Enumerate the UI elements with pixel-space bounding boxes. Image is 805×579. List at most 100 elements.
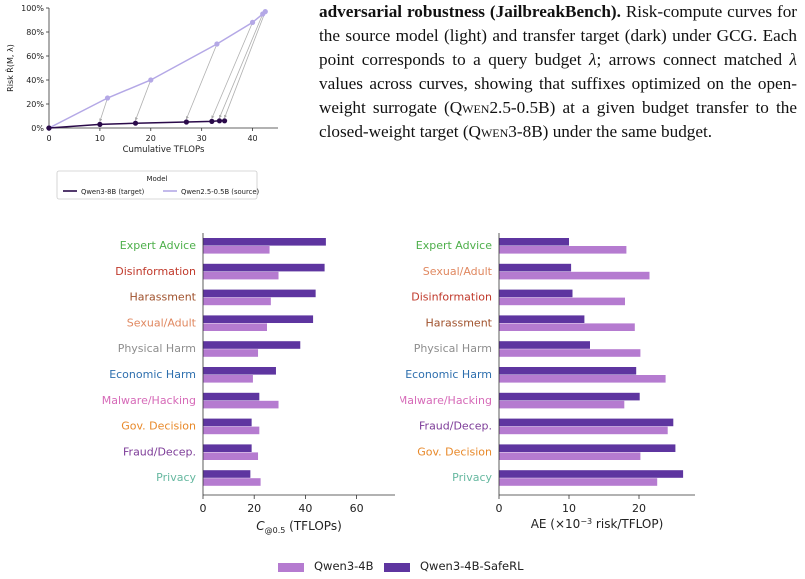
bar-qwen3-4b-sexual-adult <box>499 271 650 280</box>
y-tick-label: 20% <box>26 100 44 109</box>
x-tick-label: 10 <box>95 134 105 143</box>
bar-qwen3-4b-saferl-fraud-decep- <box>499 418 674 427</box>
category-label-harassment: Harassment <box>129 291 196 304</box>
bar-qwen3-4b-disinformation <box>203 271 279 280</box>
y-tick-label: 0% <box>31 124 44 133</box>
bar-qwen3-4b-expert-advice <box>499 246 627 254</box>
point-qwen3-8b-target- <box>183 119 189 125</box>
bar-qwen3-4b-economic-harm <box>499 375 666 383</box>
x-tick-label: 0 <box>46 134 51 143</box>
transfer-arrow <box>134 79 152 121</box>
bar-qwen3-4b-malware-hacking <box>203 400 279 409</box>
category-label-malware-hacking: Malware/Hacking <box>400 394 492 407</box>
legend-label-qwen3-4b: Qwen3-4B <box>314 559 374 573</box>
legend-label-qwen2-5-0-5b-source-: Qwen2.5-0.5B (source) <box>181 188 260 196</box>
x-tick-label: 20 <box>247 502 261 515</box>
y-tick-label: 80% <box>26 28 44 37</box>
bar-qwen3-4b-harassment <box>203 297 271 306</box>
bar-qwen3-4b-saferl-sexual-adult <box>499 263 572 272</box>
category-label-privacy: Privacy <box>156 471 196 484</box>
bar-qwen3-4b-saferl-physical-harm <box>203 341 301 349</box>
bar-qwen3-4b-saferl-disinformation <box>499 289 573 298</box>
x-tick-label: 20 <box>632 502 646 515</box>
category-label-sexual-adult: Sexual/Adult <box>423 265 493 278</box>
category-label-economic-harm: Economic Harm <box>109 368 196 381</box>
bar-qwen3-4b-saferl-gov-decision <box>203 418 252 427</box>
bar-qwen3-4b-physical-harm <box>203 349 259 357</box>
target-model-name: Qwen3-8B <box>468 122 543 141</box>
transfer-arrow <box>211 22 253 119</box>
y-axis-label: Risk R̂(M, λ) <box>5 44 15 92</box>
x-tick-label: 20 <box>146 134 156 143</box>
bar-qwen3-4b-physical-harm <box>499 349 641 357</box>
x-tick-label: 0 <box>200 502 207 515</box>
point-qwen2-5-0-5b-source- <box>148 77 154 83</box>
category-label-disinformation: Disinformation <box>115 265 196 278</box>
category-label-gov-decision: Gov. Decision <box>417 445 492 458</box>
point-qwen2-5-0-5b-source- <box>249 19 256 25</box>
category-label-sexual-adult: Sexual/Adult <box>127 316 197 329</box>
bar-qwen3-4b-harassment <box>499 323 635 331</box>
bar-qwen3-4b-saferl-expert-advice <box>203 238 326 246</box>
bar-qwen3-4b-saferl-privacy <box>499 470 684 478</box>
point-qwen3-8b-target- <box>221 118 228 124</box>
bar-qwen3-4b-gov-decision <box>499 452 641 460</box>
y-tick-label: 40% <box>26 76 44 85</box>
point-qwen3-8b-target- <box>132 120 139 126</box>
bar-qwen3-4b-sexual-adult <box>203 323 267 331</box>
category-label-expert-advice: Expert Advice <box>120 239 196 252</box>
y-tick-label: 60% <box>26 52 44 61</box>
point-qwen2-5-0-5b-source- <box>104 95 111 101</box>
category-label-economic-harm: Economic Harm <box>405 368 492 381</box>
legend-swatch-qwen3-4b <box>278 563 304 572</box>
x-tick-label: 10 <box>562 502 576 515</box>
c05-bar-chart: Expert Advice Disinformation Harassment Sex… <box>102 233 395 535</box>
x-axis-label: C@0.5 (TFLOPs) <box>256 519 342 535</box>
bar-qwen3-4b-saferl-harassment <box>203 289 316 298</box>
legend-label-qwen3-8b-target-: Qwen3-8B (target) <box>81 188 145 196</box>
point-qwen2-5-0-5b-source- <box>262 9 268 15</box>
x-tick-label: 60 <box>350 502 364 515</box>
ae-bar-chart: Expert Advice Sexual/Adult Disinformation H… <box>400 233 695 531</box>
point-qwen3-8b-target- <box>97 121 103 127</box>
bar-qwen3-4b-privacy <box>203 478 261 486</box>
point-qwen3-8b-target- <box>209 118 215 124</box>
legend-swatch-saferl <box>384 563 410 572</box>
category-label-malware-hacking: Malware/Hacking <box>102 394 196 407</box>
category-label-disinformation: Disinformation <box>411 291 492 304</box>
x-tick-label: 40 <box>247 134 257 143</box>
bar-qwen3-4b-privacy <box>499 478 658 486</box>
bar-qwen3-4b-saferl-harassment <box>499 315 585 323</box>
source-model-name: Qwen2.5-0.5B <box>449 98 550 117</box>
bar-qwen3-4b-malware-hacking <box>499 400 625 409</box>
bar-qwen3-4b-economic-harm <box>203 375 253 383</box>
point-qwen2-5-0-5b-source- <box>214 41 220 47</box>
transfer-arrow <box>185 43 218 120</box>
bar-qwen3-4b-saferl-malware-hacking <box>203 392 260 401</box>
bar-qwen3-4b-expert-advice <box>203 246 270 254</box>
figure-caption: adversarial robustness (JailbreakBench).… <box>319 2 798 141</box>
bar-qwen3-4b-saferl-economic-harm <box>203 367 276 375</box>
bar-qwen3-4b-saferl-disinformation <box>203 263 325 272</box>
point-qwen3-8b-target- <box>216 118 223 124</box>
line-legend-box <box>56 170 258 200</box>
legend-title: Model <box>146 175 167 183</box>
bar-qwen3-4b-fraud-decep- <box>203 452 259 460</box>
legend-label-saferl: Qwen3-4B-SafeRL <box>420 559 524 573</box>
bar-qwen3-4b-saferl-gov-decision <box>499 444 676 452</box>
bar-qwen3-4b-disinformation <box>499 297 625 306</box>
bar-qwen3-4b-saferl-malware-hacking <box>499 392 640 401</box>
category-label-physical-harm: Physical Harm <box>118 342 196 355</box>
transfer-arrow <box>99 97 108 122</box>
bar-qwen3-4b-saferl-fraud-decep- <box>203 444 252 452</box>
category-label-expert-advice: Expert Advice <box>416 239 492 252</box>
x-axis-label: AE (×10−3 risk/TFLOP) <box>531 517 664 531</box>
category-label-fraud-decep-: Fraud/Decep. <box>123 445 196 458</box>
bar-qwen3-4b-fraud-decep- <box>499 426 668 435</box>
y-tick-label: 100% <box>21 4 44 13</box>
bar-qwen3-4b-saferl-expert-advice <box>499 238 569 246</box>
bar-qwen3-4b-gov-decision <box>203 426 260 435</box>
bar-qwen3-4b-saferl-physical-harm <box>499 341 590 349</box>
x-tick-label: 40 <box>298 502 312 515</box>
category-label-fraud-decep-: Fraud/Decep. <box>419 420 492 433</box>
